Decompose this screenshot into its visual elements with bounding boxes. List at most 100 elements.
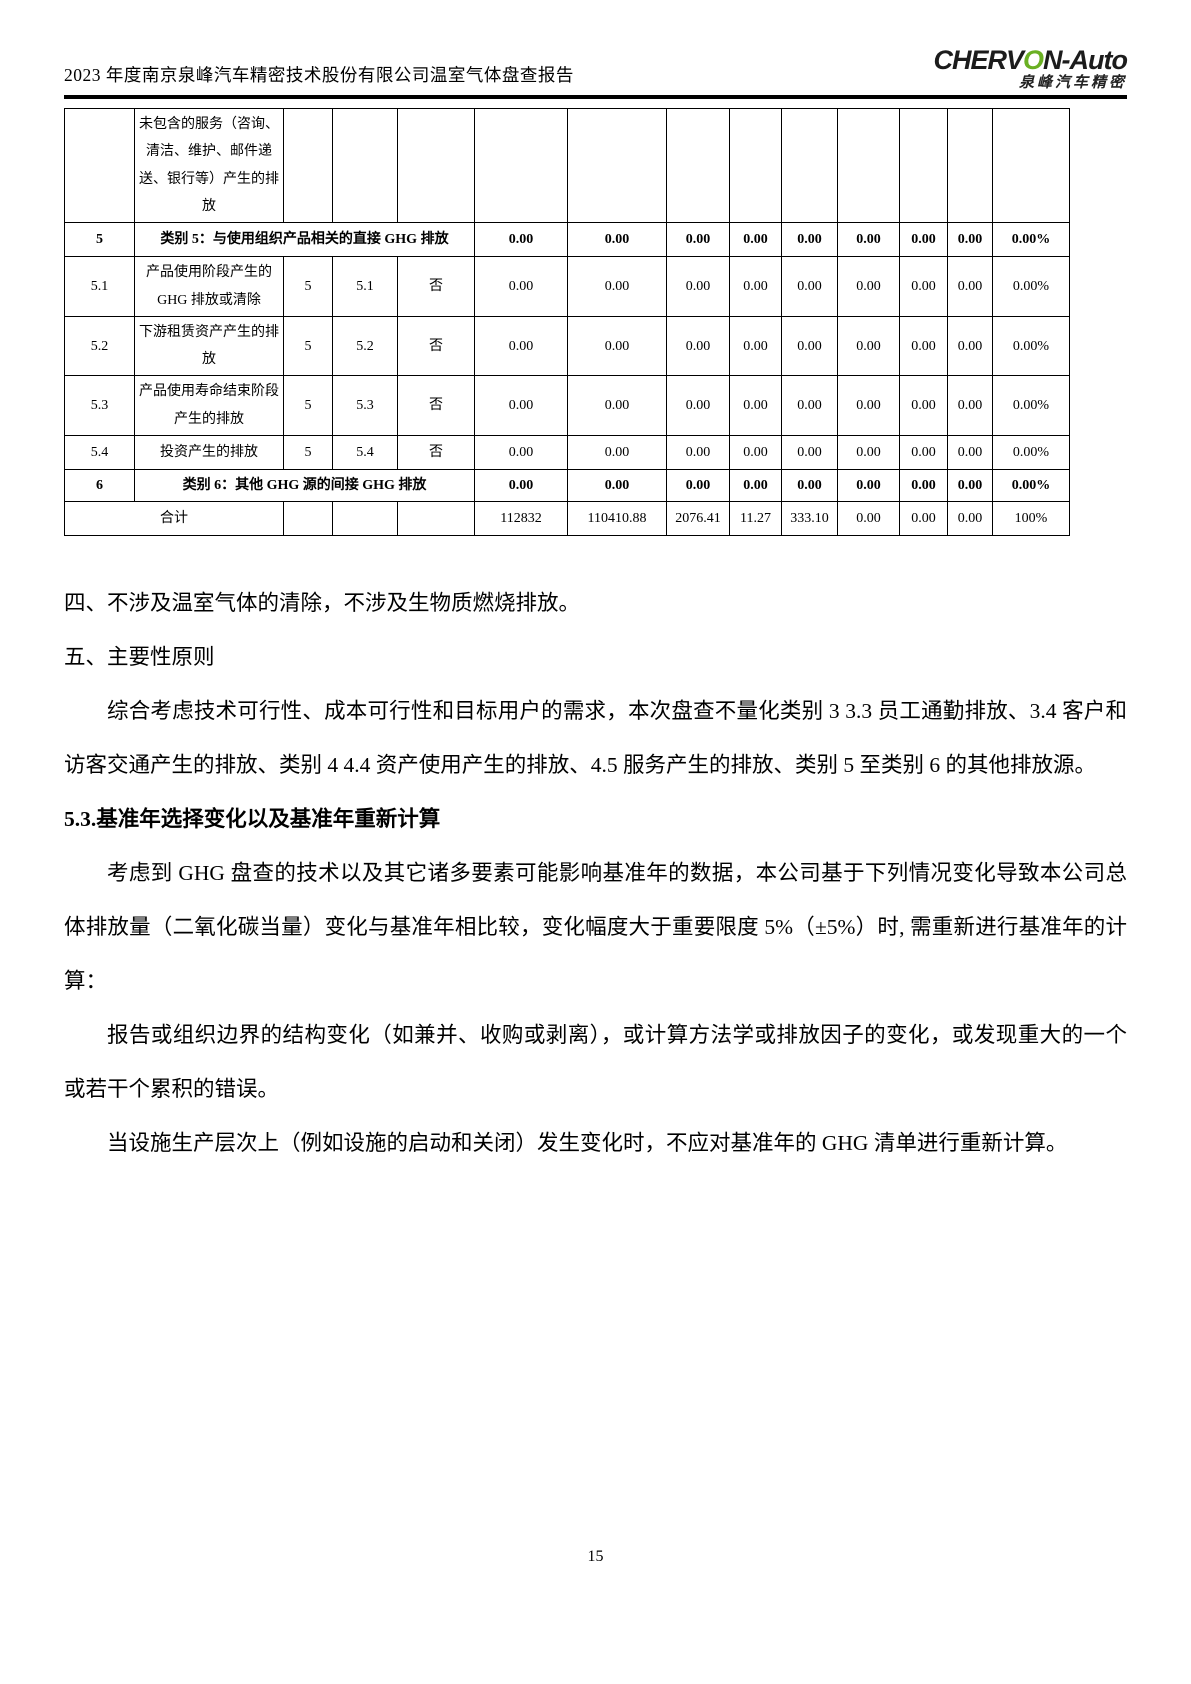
value-cell: 0.00 <box>666 315 730 377</box>
section-5-3-heading: 5.3.基准年选择变化以及基准年重新计算 <box>64 807 441 832</box>
category-number-cell: 6 <box>64 469 135 503</box>
table-cell <box>666 108 730 224</box>
source-description-cell: 未包含的服务（咨询、清洁、维护、邮件递送、银行等）产生的排放 <box>134 108 284 224</box>
value-cell: 0.00 <box>474 469 568 503</box>
total-value-cell: 2076.41 <box>666 501 730 537</box>
total-label-cell: 合计 <box>64 501 284 537</box>
table-cell <box>781 108 838 224</box>
table-cell <box>992 108 1070 224</box>
table-row-total: 合计 112832 110410.88 2076.41 11.27 333.10… <box>64 501 1070 537</box>
value-cell: 0.00 <box>729 315 782 377</box>
value-cell: 0.00 <box>666 469 730 503</box>
value-cell: 0.00 <box>837 435 900 471</box>
value-cell: 0.00 <box>729 435 782 471</box>
value-cell: 0.00 <box>837 315 900 377</box>
report-title: 2023 年度南京泉峰汽车精密技术股份有限公司温室气体盘查报告 <box>64 65 574 86</box>
value-cell: 0.00 <box>567 469 667 503</box>
ghg-emissions-table: 未包含的服务（咨询、清洁、维护、邮件递送、银行等）产生的排放 5 类别 5：与使… <box>64 108 1070 537</box>
section-5-heading: 五、主要性原则 <box>64 645 215 670</box>
seq-cell: 5.2 <box>64 315 135 377</box>
logo-green-o: O <box>1023 45 1044 75</box>
value-cell: 0.00 <box>837 222 900 258</box>
quantified-flag-cell: 否 <box>397 315 475 377</box>
table-cell-empty <box>332 501 398 537</box>
section-4-heading: 四、不涉及温室气体的清除，不涉及生物质燃烧排放。 <box>64 591 581 616</box>
value-cell: 0.00 <box>781 375 838 437</box>
source-description-cell: 产品使用阶段产生的 GHG 排放或清除 <box>134 256 284 317</box>
value-cell: 0.00 <box>899 375 948 437</box>
value-cell: 0.00 <box>474 222 568 258</box>
quantified-flag-cell: 否 <box>397 256 475 317</box>
value-cell: 0.00 <box>899 435 948 471</box>
table-cell <box>729 108 782 224</box>
value-cell: 0.00 <box>947 222 993 258</box>
percent-cell: 0.00% <box>992 469 1070 503</box>
category-label-cell: 类别 6：其他 GHG 源的间接 GHG 排放 <box>134 469 475 503</box>
subcategory-cell: 5.4 <box>332 435 398 471</box>
total-value-cell: 110410.88 <box>567 501 667 537</box>
value-cell: 0.00 <box>666 256 730 317</box>
table-row-5-1: 5.1 产品使用阶段产生的 GHG 排放或清除 5 5.1 否 0.00 0.0… <box>64 256 1070 317</box>
value-cell: 0.00 <box>666 375 730 437</box>
total-value-cell: 333.10 <box>781 501 838 537</box>
value-cell: 0.00 <box>729 469 782 503</box>
value-cell: 0.00 <box>947 435 993 471</box>
section-5-paragraph: 综合考虑技术可行性、成本可行性和目标用户的需求，本次盘查不量化类别 3 3.3 … <box>64 699 1127 778</box>
seq-cell: 5.3 <box>64 375 135 437</box>
value-cell: 0.00 <box>947 315 993 377</box>
page-header: 2023 年度南京泉峰汽车精密技术股份有限公司温室气体盘查报告 CHERVON-… <box>64 0 1128 93</box>
total-percent-cell: 100% <box>992 501 1070 537</box>
total-value-cell: 0.00 <box>837 501 900 537</box>
category-cell: 5 <box>283 375 333 437</box>
table-cell-empty <box>397 501 475 537</box>
table-cell <box>474 108 568 224</box>
value-cell: 0.00 <box>781 435 838 471</box>
value-cell: 0.00 <box>567 375 667 437</box>
value-cell: 0.00 <box>899 469 948 503</box>
value-cell: 0.00 <box>899 222 948 258</box>
category-cell: 5 <box>283 315 333 377</box>
table-row-category-5: 5 类别 5：与使用组织产品相关的直接 GHG 排放 0.00 0.00 0.0… <box>64 222 1070 258</box>
seq-cell: 5.1 <box>64 256 135 317</box>
table-cell <box>332 108 398 224</box>
subcategory-cell: 5.1 <box>332 256 398 317</box>
logo-wordmark: CHERVON-Auto <box>934 46 1128 74</box>
table-row-continuation: 未包含的服务（咨询、清洁、维护、邮件递送、银行等）产生的排放 <box>64 108 1070 224</box>
value-cell: 0.00 <box>899 256 948 317</box>
section-5-3-paragraph-2: 报告或组织边界的结构变化（如兼并、收购或剥离），或计算方法学或排放因子的变化，或… <box>64 1023 1127 1102</box>
table-cell <box>64 108 135 224</box>
header-divider <box>64 95 1127 100</box>
value-cell: 0.00 <box>781 315 838 377</box>
seq-cell: 5.4 <box>64 435 135 471</box>
value-cell: 0.00 <box>567 256 667 317</box>
value-cell: 0.00 <box>899 315 948 377</box>
percent-cell: 0.00% <box>992 315 1070 377</box>
table-cell <box>947 108 993 224</box>
value-cell: 0.00 <box>781 469 838 503</box>
source-description-cell: 投资产生的排放 <box>134 435 284 471</box>
value-cell: 0.00 <box>567 435 667 471</box>
table-row-5-2: 5.2 下游租赁资产产生的排放 5 5.2 否 0.00 0.00 0.00 0… <box>64 315 1070 377</box>
value-cell: 0.00 <box>474 256 568 317</box>
percent-cell: 0.00% <box>992 256 1070 317</box>
value-cell: 0.00 <box>837 375 900 437</box>
value-cell: 0.00 <box>567 222 667 258</box>
value-cell: 0.00 <box>567 315 667 377</box>
source-description-cell: 产品使用寿命结束阶段产生的排放 <box>134 375 284 437</box>
value-cell: 0.00 <box>474 375 568 437</box>
page-number: 15 <box>587 1548 604 1565</box>
logo-subtitle: 泉峰汽车精密 <box>1018 74 1127 92</box>
percent-cell: 0.00% <box>992 222 1070 258</box>
value-cell: 0.00 <box>666 435 730 471</box>
table-row-category-6: 6 类别 6：其他 GHG 源的间接 GHG 排放 0.00 0.00 0.00… <box>64 469 1070 503</box>
value-cell: 0.00 <box>947 375 993 437</box>
category-label-cell: 类别 5：与使用组织产品相关的直接 GHG 排放 <box>134 222 475 258</box>
table-cell <box>283 108 333 224</box>
table-cell <box>567 108 667 224</box>
category-cell: 5 <box>283 256 333 317</box>
quantified-flag-cell: 否 <box>397 435 475 471</box>
logo-text-left: CHERV <box>933 45 1025 75</box>
value-cell: 0.00 <box>837 256 900 317</box>
table-row-5-4: 5.4 投资产生的排放 5 5.4 否 0.00 0.00 0.00 0.00 … <box>64 435 1070 471</box>
logo-text-right: N-Auto <box>1043 45 1128 75</box>
